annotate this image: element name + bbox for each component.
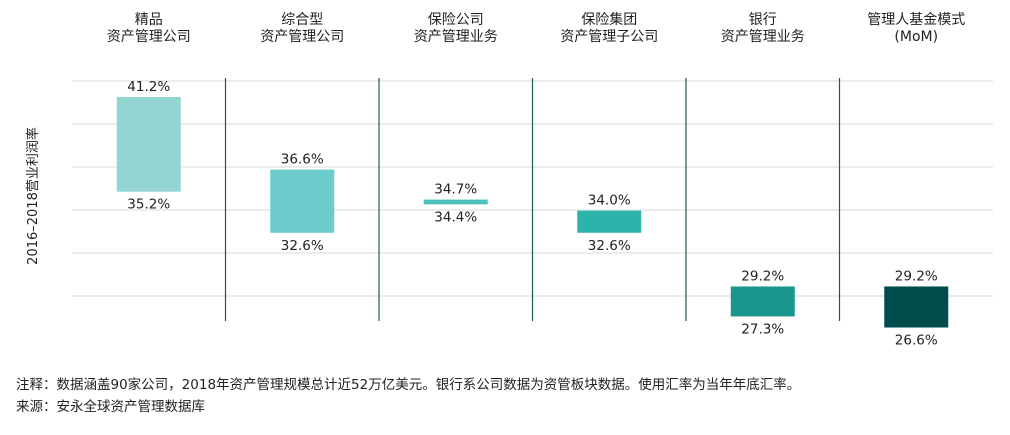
category-label: 银行 xyxy=(749,12,777,28)
low-value-label: 26.6% xyxy=(895,333,938,349)
category-labels: 精品资产管理公司综合型资产管理公司保险公司资产管理业务保险集团资产管理子公司银行… xyxy=(107,11,966,45)
range-bar xyxy=(884,286,949,328)
category-label: 资产管理业务 xyxy=(721,29,805,45)
category-label: 资产管理子公司 xyxy=(560,29,658,45)
low-value-label: 34.4% xyxy=(434,209,477,225)
low-value-label: 32.6% xyxy=(588,238,631,254)
chart-notes: 注释：数据涵盖90家公司，2018年资产管理规模总计近52万亿美元。银行系公司数… xyxy=(16,374,800,418)
range-bar xyxy=(730,286,795,317)
category-label: 资产管理公司 xyxy=(107,29,191,45)
range-bar xyxy=(423,199,488,205)
low-value-label: 35.2% xyxy=(127,197,170,213)
footnote: 注释：数据涵盖90家公司，2018年资产管理规模总计近52万亿美元。银行系公司数… xyxy=(16,377,801,393)
high-value-label: 34.0% xyxy=(588,193,631,209)
category-label: 资产管理业务 xyxy=(414,29,498,45)
category-label: (MoM) xyxy=(894,29,938,45)
category-label: 综合型 xyxy=(281,12,323,28)
value-labels: 41.2% 35.2% 36.6% 32.6% 34.7% 34.4% 34.0% 32.6%… xyxy=(127,79,938,349)
source-note: 来源：安永全球资产管理数据库 xyxy=(16,399,205,415)
bars xyxy=(116,96,949,328)
high-value-label: 29.2% xyxy=(741,268,784,284)
category-label: 管理人基金模式 xyxy=(867,11,965,28)
range-bar xyxy=(270,169,335,233)
low-value-label: 32.6% xyxy=(281,238,324,254)
category-dividers xyxy=(224,78,841,321)
category-label: 保险公司 xyxy=(428,12,484,28)
category-label: 精品 xyxy=(135,12,163,28)
high-value-label: 41.2% xyxy=(127,79,170,95)
y-axis-label: 2016–2018营业利润率 xyxy=(25,127,41,265)
category-label: 保险集团 xyxy=(581,11,637,28)
range-bar xyxy=(116,96,181,192)
low-value-label: 27.3% xyxy=(741,321,784,337)
category-label: 资产管理公司 xyxy=(260,29,344,45)
high-value-label: 36.6% xyxy=(281,152,324,168)
high-value-label: 34.7% xyxy=(434,182,477,198)
range-bar xyxy=(577,210,642,233)
high-value-label: 29.2% xyxy=(895,268,938,284)
